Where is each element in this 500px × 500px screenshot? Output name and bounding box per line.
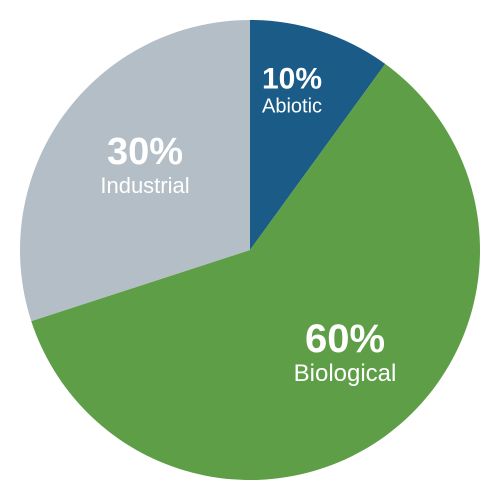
pie-chart: 10% Abiotic 60% Biological 30% Industria… bbox=[0, 0, 500, 500]
pie-svg bbox=[0, 0, 500, 500]
